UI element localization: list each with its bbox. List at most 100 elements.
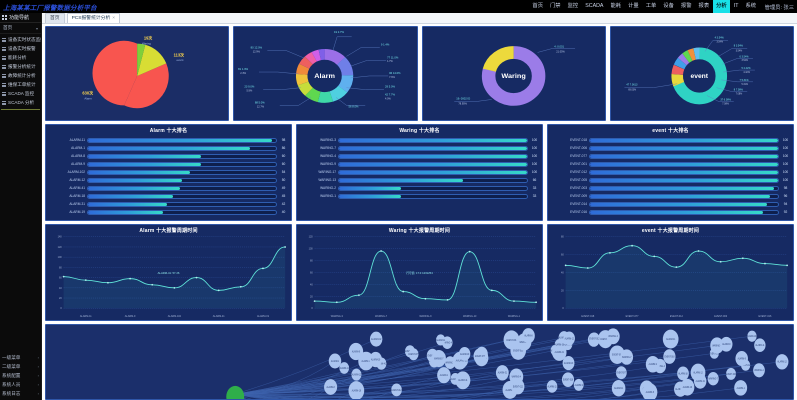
- event-duration-chart[interactable]: 0 20 40 60 80 EVENT-018 EVENT-077 EVENT-012 EVEN…: [548, 225, 793, 320]
- bar-row[interactable]: ALARM-9 60: [49, 160, 288, 168]
- network-node[interactable]: [775, 354, 789, 370]
- close-icon[interactable]: ×: [112, 16, 116, 21]
- alarm-donut-chart[interactable]: Alarm: [234, 27, 416, 120]
- topnav-item-8[interactable]: 报警: [680, 3, 692, 9]
- network-node[interactable]: [589, 332, 600, 345]
- network-node[interactable]: [509, 368, 524, 386]
- network-node[interactable]: [522, 328, 535, 344]
- network-node[interactable]: [563, 331, 575, 346]
- network-node[interactable]: [503, 330, 520, 350]
- network-node[interactable]: [546, 380, 558, 393]
- bar-row[interactable]: EVENT-018 100: [551, 136, 790, 144]
- network-node[interactable]: [707, 372, 719, 386]
- bar-row[interactable]: ALARM-11 98: [49, 136, 288, 144]
- waring-donut-chart[interactable]: Waring 4: 0.001 21.05% 19: 0002 ID 78.95: [423, 27, 605, 120]
- sidebar-item-3[interactable]: 报警分析统计: [0, 62, 41, 71]
- bar-row[interactable]: EVENT-003 98: [551, 184, 790, 192]
- network-node[interactable]: [351, 368, 362, 381]
- bar-row[interactable]: EVENT-006 100: [551, 144, 790, 152]
- network-node[interactable]: [562, 355, 575, 371]
- bar-row[interactable]: WARING-9 100: [300, 160, 539, 168]
- event-top10-bars[interactable]: EVENT-018 100 EVENT-006 100 EVENT-077 100 EVEN…: [548, 134, 793, 218]
- bar-row[interactable]: ALARM-31 42: [49, 200, 288, 208]
- topnav-item-5[interactable]: 计量: [628, 3, 639, 9]
- bar-row[interactable]: ALARM-1 86: [49, 144, 288, 152]
- tab-bar[interactable]: 首页 PCS报警统计分析 ×: [42, 13, 797, 24]
- bar-row[interactable]: WARING-3 100: [300, 136, 539, 144]
- bar-row[interactable]: WARING-13 66: [300, 176, 539, 184]
- bar-row[interactable]: WARING-7 100: [300, 144, 539, 152]
- bar-row[interactable]: EVENT-005 100: [551, 176, 790, 184]
- bar-row[interactable]: EVENT-014 94: [551, 200, 790, 208]
- network-node[interactable]: [369, 351, 383, 368]
- alarm-duration-chart[interactable]: 0 20 40 60 80 100 120 140 ALARM-11 ALARM-9 ALARM-1…: [46, 225, 291, 320]
- topnav-item-0[interactable]: 首页: [532, 3, 543, 9]
- sidebar-menu[interactable]: 设备实时状态监控设备实时报警能耗分析报警分析统计故障统计分析维保工单统计 SCAD…: [0, 34, 41, 107]
- sidebar-bottom-item-1[interactable]: 二级菜单 ›: [0, 362, 41, 371]
- tab-0[interactable]: 首页: [45, 13, 65, 23]
- network-node[interactable]: [348, 342, 364, 361]
- network-node[interactable]: [437, 367, 451, 384]
- top-navigation[interactable]: 首页 门禁 监控 SCADA 能耗 计量 工单 设备 报警 报表 分析 IT 系统: [529, 0, 762, 13]
- network-node[interactable]: [328, 353, 342, 369]
- network-node[interactable]: [473, 348, 487, 364]
- network-node[interactable]: [620, 349, 634, 365]
- topnav-item-6[interactable]: 工单: [645, 3, 657, 9]
- waring-top10-bars[interactable]: WARING-3 100 WARING-7 100 WARING-4 100 WARING-…: [297, 134, 542, 202]
- tab-1[interactable]: PCS报警统计分析 ×: [66, 13, 121, 23]
- network-node[interactable]: [573, 378, 584, 391]
- network-node[interactable]: [606, 328, 620, 345]
- sidebar-item-7[interactable]: SCADA 分析: [0, 98, 41, 107]
- network-node[interactable]: [735, 351, 748, 367]
- network-node[interactable]: [339, 362, 350, 374]
- bar-row[interactable]: ALARM-41 49: [49, 184, 288, 192]
- alarm-top10-bars[interactable]: ALARM-11 98 ALARM-1 86 ALARM-8 60 ALARM-9 60 ALA…: [46, 134, 291, 218]
- sidebar-bottom-menu[interactable]: 一级菜单 › 二级菜单 › 系统配置 › 系统人员 › 系统日志 ›: [0, 353, 41, 400]
- network-node[interactable]: [552, 343, 567, 361]
- network-node[interactable]: [391, 383, 402, 397]
- network-node[interactable]: [754, 338, 766, 353]
- bar-row[interactable]: ALARM-102 54: [49, 168, 288, 176]
- network-node[interactable]: [554, 338, 564, 350]
- overall-pie-chart[interactable]: 630次 Alarm 113次 event 19次 Waring: [46, 27, 228, 120]
- network-node[interactable]: [642, 383, 658, 399]
- network-node[interactable]: [615, 366, 627, 380]
- network-node[interactable]: [710, 337, 724, 354]
- bar-row[interactable]: WARING-2 33: [300, 184, 539, 192]
- bar-row[interactable]: EVENT-077 100: [551, 152, 790, 160]
- bar-row[interactable]: WARING-4 100: [300, 152, 539, 160]
- sidebar-item-6[interactable]: SCADA 监控: [0, 89, 41, 98]
- waring-duration-chart[interactable]: 0 20 40 60 80 100 120 WARING-3 WARING-7 WARING-9 W…: [297, 225, 542, 320]
- network-node[interactable]: [458, 346, 471, 361]
- bar-row[interactable]: WARING-1 33: [300, 192, 539, 200]
- topnav-item-1[interactable]: 门禁: [550, 3, 561, 9]
- network-node[interactable]: [611, 380, 626, 397]
- sidebar-item-2[interactable]: 能耗分析: [0, 53, 41, 62]
- network-node[interactable]: [720, 336, 733, 352]
- event-donut-chart[interactable]: event: [611, 27, 793, 120]
- network-node[interactable]: [561, 372, 575, 387]
- topnav-item-2[interactable]: 监控: [567, 3, 579, 9]
- bar-row[interactable]: EVENT-001 100: [551, 160, 790, 168]
- network-node[interactable]: [663, 349, 676, 364]
- network-node[interactable]: [753, 363, 765, 378]
- network-node[interactable]: [693, 373, 707, 389]
- topnav-item-3[interactable]: SCADA: [585, 3, 604, 9]
- topnav-item-12[interactable]: 系统: [745, 3, 757, 9]
- sidebar-item-5[interactable]: 维保工单统计: [0, 80, 41, 89]
- alarm-network-chart[interactable]: ALARM-11 ALARM-1 ALARM-8 ALARM-9 ALARM-102 AL…: [46, 325, 793, 399]
- bar-row[interactable]: EVENT-009 96: [551, 192, 790, 200]
- network-node[interactable]: [408, 348, 419, 361]
- sidebar-item-4[interactable]: 故障统计分析: [0, 71, 41, 80]
- topnav-item-4[interactable]: 能耗: [610, 3, 622, 9]
- bar-row[interactable]: ALARM-19 40: [49, 208, 288, 216]
- network-root-node[interactable]: [226, 385, 245, 399]
- sidebar-item-home[interactable]: 首页 ▾: [0, 23, 41, 34]
- network-node[interactable]: [677, 366, 689, 381]
- bar-row[interactable]: ALARM-18 45: [49, 192, 288, 200]
- network-node[interactable]: [645, 355, 660, 373]
- network-node[interactable]: [747, 330, 757, 342]
- network-node[interactable]: [324, 379, 338, 395]
- network-node[interactable]: [725, 367, 737, 380]
- bar-row[interactable]: ALARM-8 60: [49, 152, 288, 160]
